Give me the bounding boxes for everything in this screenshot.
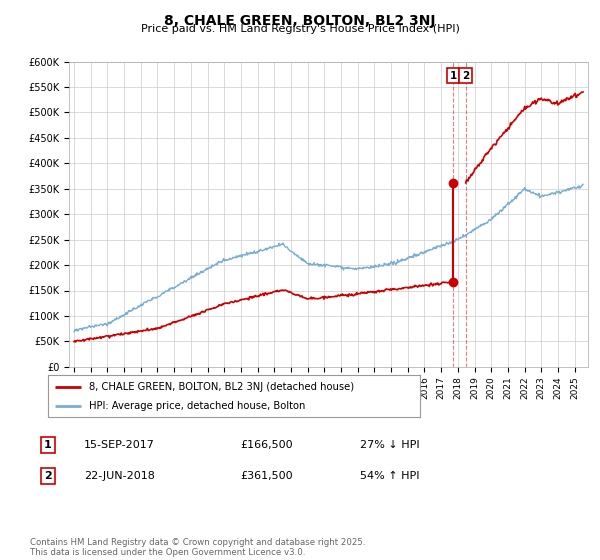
Text: 27% ↓ HPI: 27% ↓ HPI [360, 440, 419, 450]
Text: Price paid vs. HM Land Registry's House Price Index (HPI): Price paid vs. HM Land Registry's House … [140, 24, 460, 34]
Text: 2: 2 [462, 71, 469, 81]
Text: 1: 1 [449, 71, 457, 81]
Text: Contains HM Land Registry data © Crown copyright and database right 2025.
This d: Contains HM Land Registry data © Crown c… [30, 538, 365, 557]
Text: HPI: Average price, detached house, Bolton: HPI: Average price, detached house, Bolt… [89, 401, 305, 411]
Text: 8, CHALE GREEN, BOLTON, BL2 3NJ: 8, CHALE GREEN, BOLTON, BL2 3NJ [164, 14, 436, 28]
Text: 22-JUN-2018: 22-JUN-2018 [84, 471, 155, 481]
Text: 54% ↑ HPI: 54% ↑ HPI [360, 471, 419, 481]
Text: £166,500: £166,500 [240, 440, 293, 450]
Text: 8, CHALE GREEN, BOLTON, BL2 3NJ (detached house): 8, CHALE GREEN, BOLTON, BL2 3NJ (detache… [89, 381, 354, 391]
Text: 15-SEP-2017: 15-SEP-2017 [84, 440, 155, 450]
Text: £361,500: £361,500 [240, 471, 293, 481]
Text: 2: 2 [44, 471, 52, 481]
Text: 1: 1 [44, 440, 52, 450]
